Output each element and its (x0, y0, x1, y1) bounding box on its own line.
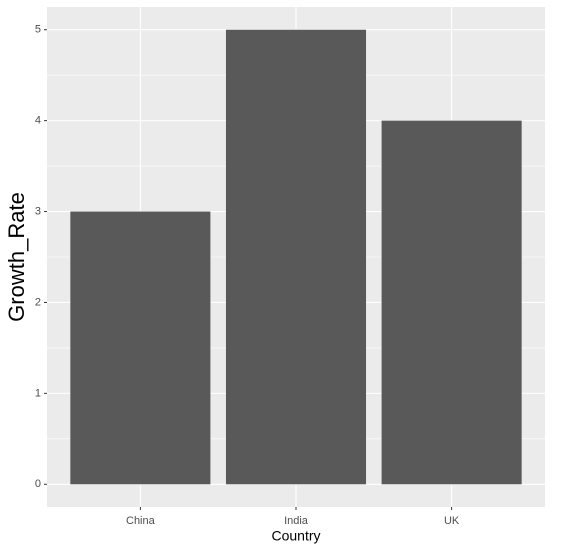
x-tick-label: India (284, 515, 309, 527)
x-axis-title: Country (271, 528, 320, 544)
y-tick-label: 2 (35, 296, 41, 308)
bar (70, 211, 211, 485)
y-tick-label: 5 (35, 24, 41, 36)
y-tick-label: 0 (35, 478, 41, 490)
y-tick-label: 4 (35, 115, 41, 127)
bar (381, 120, 522, 485)
y-tick-label: 1 (35, 387, 41, 399)
x-tick-label: China (126, 515, 156, 527)
bar (225, 29, 367, 485)
x-tick-label: UK (444, 515, 460, 527)
marks (70, 29, 522, 485)
y-axis-title: Growth_Rate (4, 192, 29, 322)
y-tick-label: 3 (35, 205, 41, 217)
